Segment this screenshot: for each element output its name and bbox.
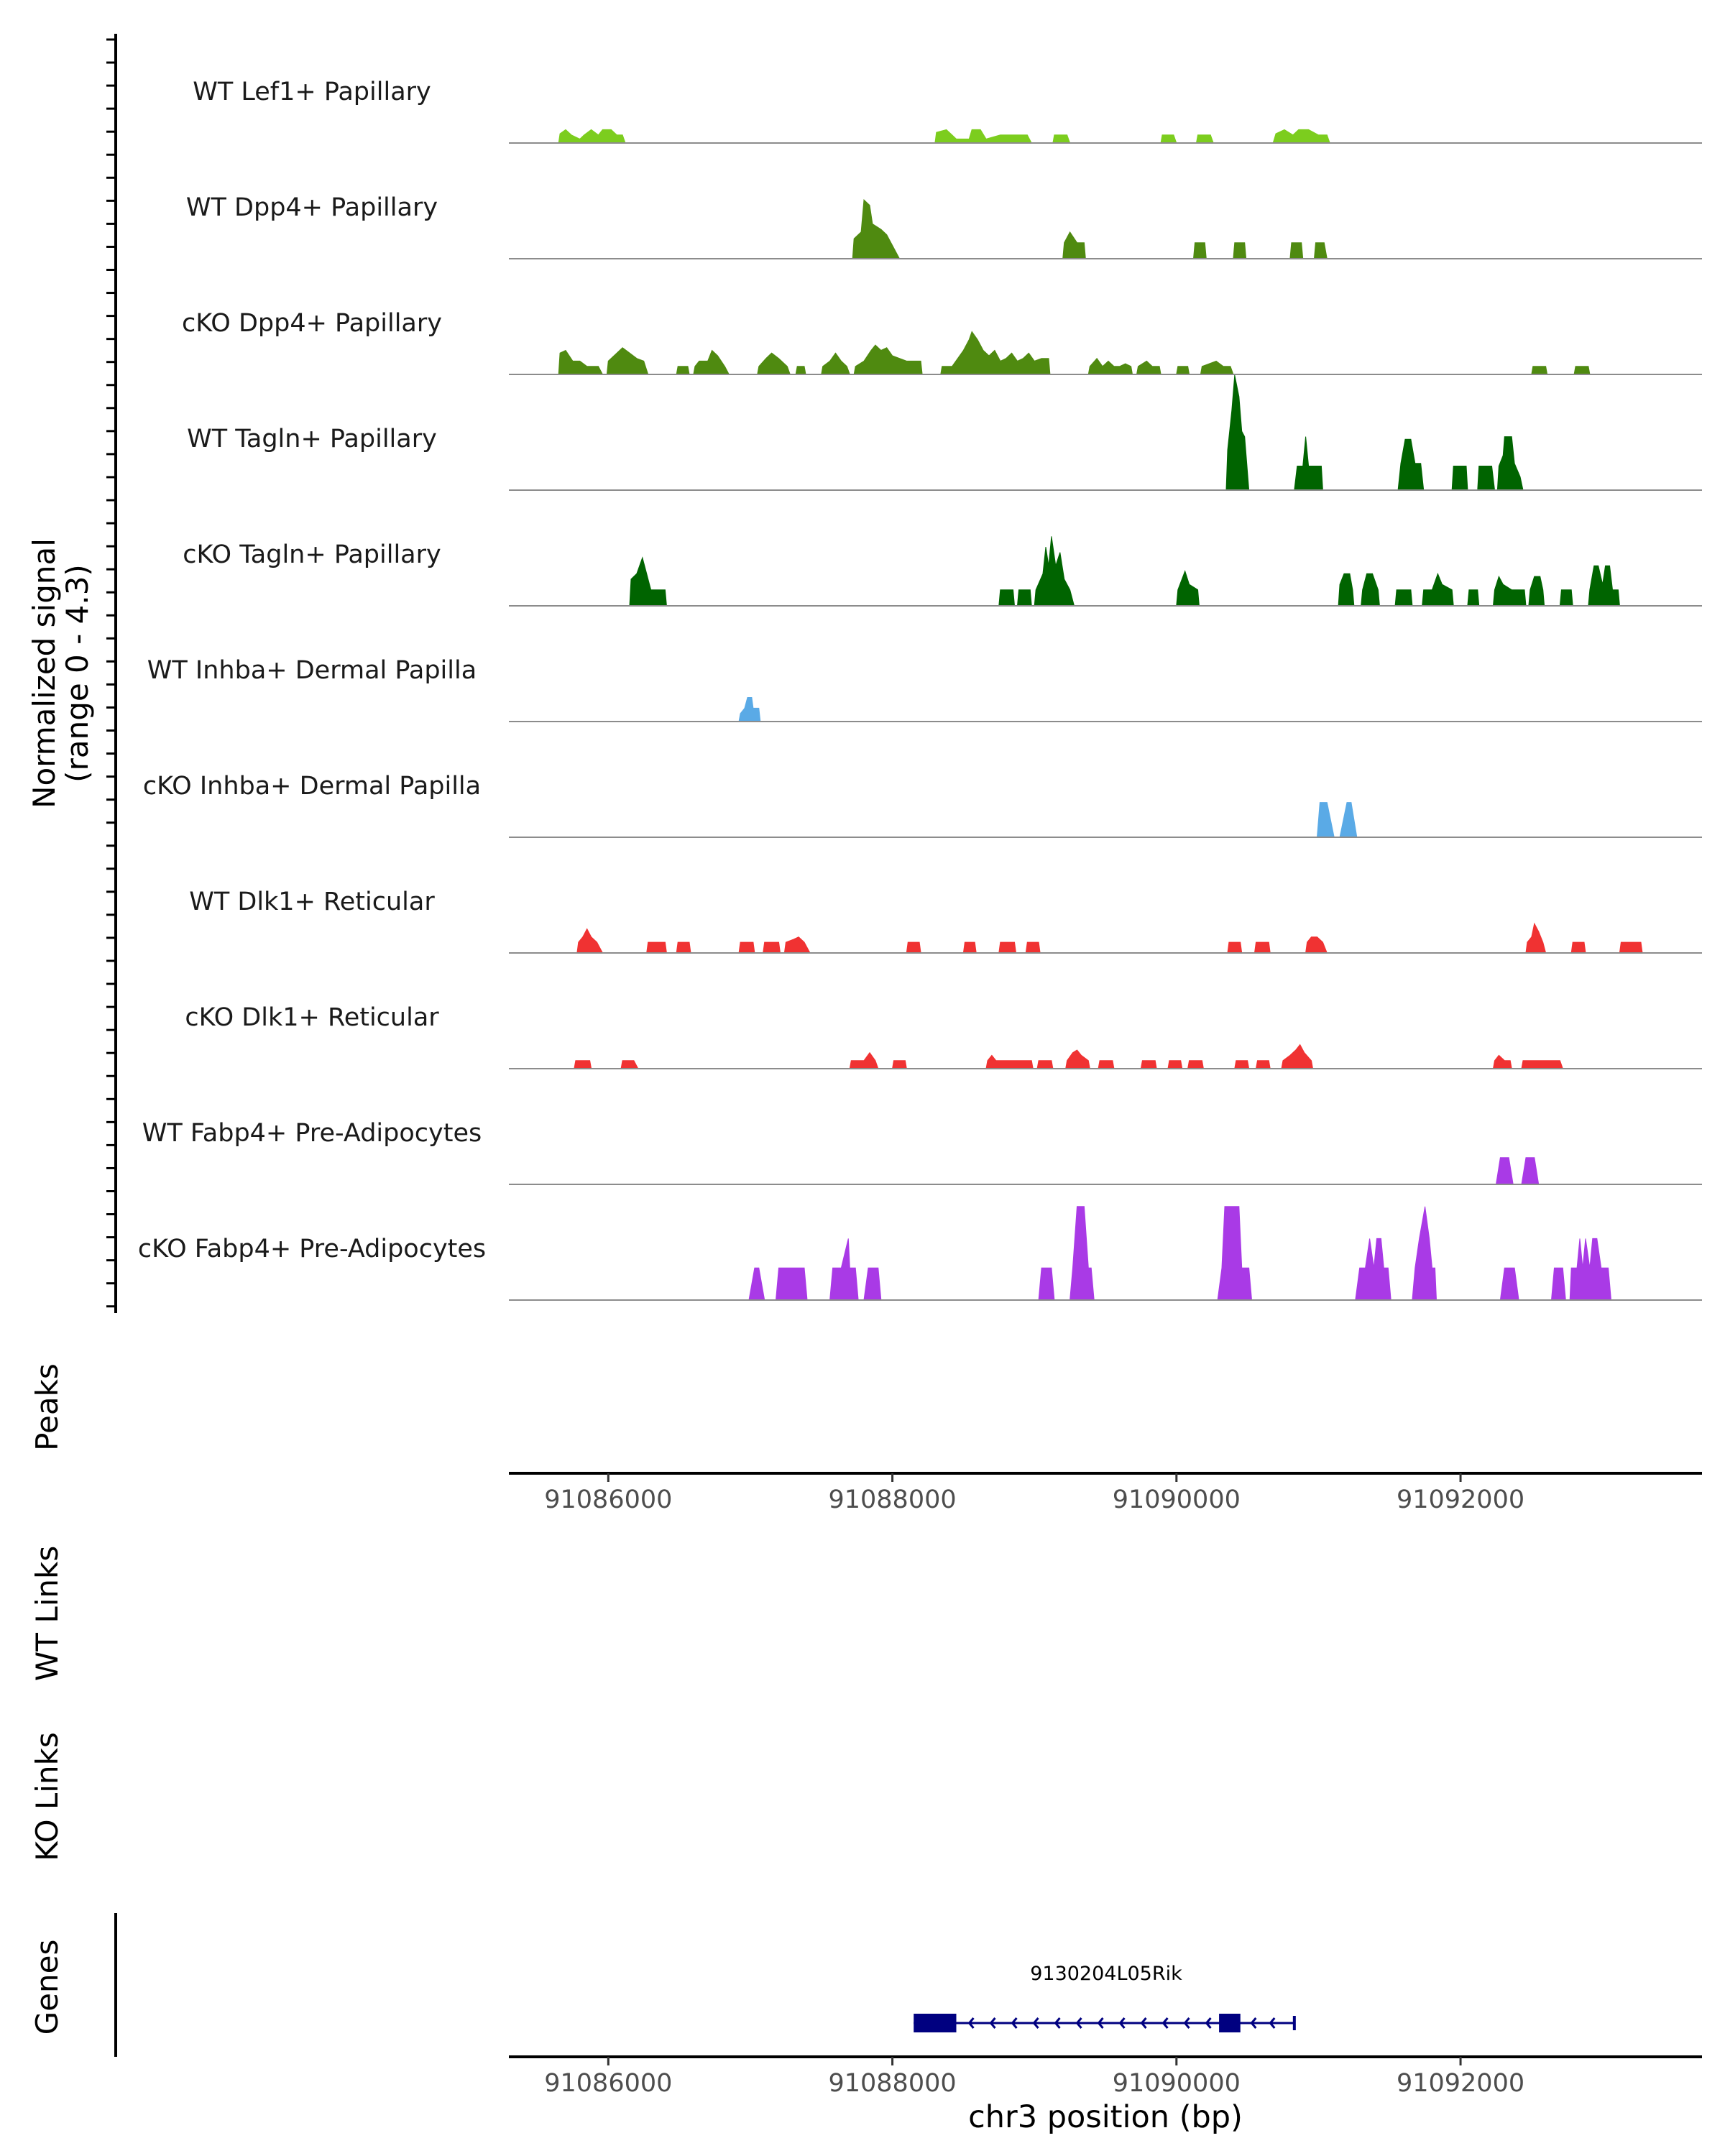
track-label: WT Dlk1+ Reticular (189, 888, 435, 916)
track-5: cKO Tagln+ Papillary (183, 536, 1702, 607)
track-signal (629, 536, 1620, 607)
strand-arrow (1140, 2017, 1147, 2029)
track-signal (558, 129, 1330, 144)
strand-arrow (1075, 2017, 1082, 2029)
track-9: cKO Dlk1+ Reticular (185, 1003, 1702, 1069)
track-3: cKO Dpp4+ Papillary (182, 309, 1702, 375)
x-tick-label: 91092000 (1397, 1485, 1524, 1514)
track-signal (558, 331, 1591, 375)
track-10: WT Fabp4+ Pre-Adipocytes (142, 1119, 1702, 1185)
track-label: WT Fabp4+ Pre-Adipocytes (142, 1119, 482, 1148)
x-axis-title: chr3 position (bp) (968, 2099, 1243, 2135)
ko-links-panel-label: KO Links (29, 1732, 65, 1861)
x-tick-label: 91092000 (1397, 2069, 1524, 2098)
strand-arrow (1032, 2017, 1039, 2029)
track-signal (748, 1206, 1612, 1301)
track-signal (1225, 374, 1524, 491)
track-label: cKO Dlk1+ Reticular (185, 1003, 439, 1032)
track-signal (738, 697, 761, 722)
track-7: cKO Inhba+ Dermal Papilla (143, 772, 1702, 838)
x-tick-label: 91088000 (828, 2069, 956, 2098)
track-8: WT Dlk1+ Reticular (189, 888, 1702, 954)
track-label: WT Dpp4+ Papillary (186, 193, 438, 222)
gene-exon (1219, 2014, 1241, 2032)
strand-arrow (1250, 2017, 1257, 2029)
track-11: cKO Fabp4+ Pre-Adipocytes (138, 1206, 1702, 1301)
strand-arrow (1183, 2017, 1190, 2029)
strand-arrow (967, 2017, 975, 2029)
gene-exon (914, 2014, 957, 2032)
strand-arrow (1162, 2017, 1169, 2029)
y-axis-label-line1: Normalized signal (27, 538, 62, 808)
panel-labels: Peaks WT Links KO Links Genes (29, 1363, 65, 2035)
strand-arrow (1205, 2017, 1212, 2029)
track-signal (576, 922, 1643, 954)
x-tick-label: 91090000 (1113, 1485, 1241, 1514)
track-label: cKO Tagln+ Papillary (183, 540, 441, 569)
genes-x-axis-ticks: 91086000 91088000 91090000 91092000 (544, 2057, 1524, 2098)
x-tick-label: 91086000 (544, 2069, 672, 2098)
y-axis-ticks (106, 38, 116, 1308)
track-1: WT Lef1+ Papillary (193, 78, 1702, 144)
wt-links-panel-label: WT Links (29, 1546, 65, 1681)
track-label: cKO Inhba+ Dermal Papilla (143, 772, 481, 801)
track-signal (1495, 1157, 1540, 1185)
track-label: cKO Dpp4+ Papillary (182, 309, 442, 338)
track-signal (574, 1044, 1564, 1069)
strand-arrow (1054, 2017, 1061, 2029)
track-2: WT Dpp4+ Papillary (186, 193, 1702, 259)
peaks-panel-label: Peaks (29, 1363, 65, 1451)
track-label: cKO Fabp4+ Pre-Adipocytes (138, 1235, 486, 1263)
track-4: WT Tagln+ Papillary (187, 374, 1702, 491)
x-tick-label: 91086000 (544, 1485, 672, 1514)
strand-arrow (1269, 2017, 1276, 2029)
x-tick-label: 91088000 (828, 1485, 956, 1514)
track-label: WT Tagln+ Papillary (187, 425, 437, 453)
track-6: WT Inhba+ Dermal Papilla (147, 656, 1702, 722)
strand-arrow (1011, 2017, 1018, 2029)
gene-model (914, 2014, 1296, 2032)
strand-arrow (1097, 2017, 1104, 2029)
peaks-x-axis-ticks: 91086000 91088000 91090000 91092000 (544, 1473, 1524, 1514)
y-axis-label-line2: (range 0 - 4.3) (60, 564, 95, 783)
coverage-tracks: WT Lef1+ Papillary WT Dpp4+ Papillary cKO … (138, 78, 1702, 1301)
track-label: WT Inhba+ Dermal Papilla (147, 656, 477, 685)
track-signal (852, 199, 1328, 259)
gene-name-label: 9130204L05Rik (1030, 1963, 1182, 1985)
genes-panel-label: Genes (29, 1940, 65, 2035)
track-label: WT Lef1+ Papillary (193, 78, 431, 106)
strand-arrow (1118, 2017, 1126, 2029)
track-signal (1316, 802, 1358, 838)
x-tick-label: 91090000 (1113, 2069, 1241, 2098)
strand-arrow (989, 2017, 996, 2029)
